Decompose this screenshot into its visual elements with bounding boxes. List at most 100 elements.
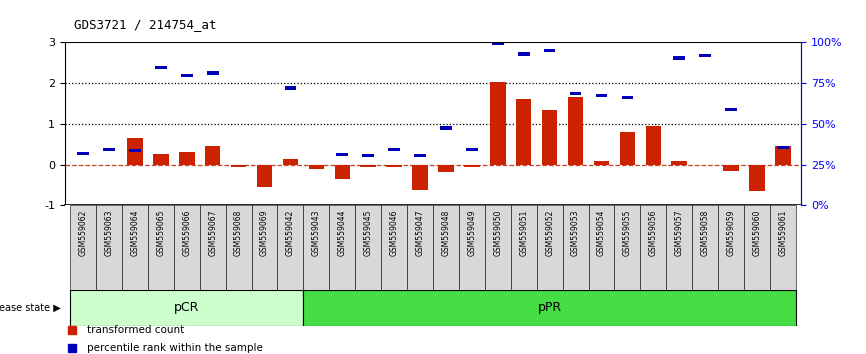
Bar — [777, 146, 789, 149]
Bar — [381, 205, 407, 290]
Bar — [544, 49, 555, 52]
Text: GSM559050: GSM559050 — [494, 210, 502, 256]
Text: GSM559057: GSM559057 — [675, 210, 684, 256]
Text: GSM559069: GSM559069 — [260, 210, 269, 256]
Text: GSM559061: GSM559061 — [779, 210, 787, 256]
Bar — [407, 205, 433, 290]
Bar — [155, 66, 166, 69]
Bar — [329, 205, 355, 290]
Text: GSM559062: GSM559062 — [79, 210, 87, 256]
Bar — [337, 153, 348, 156]
Text: GSM559067: GSM559067 — [208, 210, 217, 256]
Text: GSM559058: GSM559058 — [701, 210, 709, 256]
Bar — [308, 165, 324, 170]
Bar — [127, 138, 143, 165]
Bar — [77, 152, 89, 155]
Bar — [181, 74, 192, 78]
Bar — [570, 92, 581, 95]
Text: GDS3721 / 214754_at: GDS3721 / 214754_at — [74, 18, 216, 31]
Bar — [174, 205, 200, 290]
Bar — [207, 72, 218, 75]
Bar — [619, 132, 635, 165]
Text: GSM559066: GSM559066 — [182, 210, 191, 256]
Text: GSM559055: GSM559055 — [623, 210, 632, 256]
Bar — [334, 165, 350, 179]
Bar — [485, 205, 511, 290]
Bar — [459, 205, 485, 290]
Bar — [666, 205, 692, 290]
Text: pPR: pPR — [538, 302, 562, 314]
Text: GSM559064: GSM559064 — [131, 210, 139, 256]
Text: pCR: pCR — [174, 302, 199, 314]
Bar — [645, 126, 661, 165]
Bar — [122, 205, 148, 290]
Bar — [516, 99, 532, 165]
Text: GSM559063: GSM559063 — [105, 210, 113, 256]
Text: GSM559051: GSM559051 — [520, 210, 528, 256]
Bar — [70, 290, 303, 326]
Bar — [362, 154, 374, 157]
Bar — [70, 205, 96, 290]
Bar — [226, 205, 251, 290]
Bar — [129, 149, 141, 152]
Text: GSM559047: GSM559047 — [416, 210, 424, 256]
Text: GSM559043: GSM559043 — [312, 210, 321, 256]
Text: transformed count: transformed count — [87, 325, 184, 335]
Bar — [770, 205, 796, 290]
Bar — [589, 205, 615, 290]
Text: GSM559056: GSM559056 — [649, 210, 658, 256]
Bar — [723, 165, 739, 171]
Bar — [744, 205, 770, 290]
Bar — [355, 205, 381, 290]
Text: GSM559052: GSM559052 — [545, 210, 554, 256]
Text: GSM559054: GSM559054 — [597, 210, 606, 256]
Bar — [303, 205, 329, 290]
Bar — [231, 165, 247, 167]
Text: GSM559048: GSM559048 — [442, 210, 450, 256]
Text: GSM559053: GSM559053 — [571, 210, 580, 256]
Bar — [414, 154, 426, 157]
Bar — [718, 205, 744, 290]
Text: GSM559060: GSM559060 — [753, 210, 761, 256]
Text: GSM559059: GSM559059 — [727, 210, 735, 256]
Bar — [615, 205, 640, 290]
Bar — [700, 54, 711, 57]
Bar — [622, 96, 633, 99]
Bar — [674, 56, 685, 59]
Bar — [179, 153, 195, 165]
Bar — [518, 52, 529, 56]
Bar — [282, 159, 298, 165]
Bar — [412, 165, 428, 190]
Bar — [153, 154, 169, 165]
Bar — [200, 205, 226, 290]
Bar — [640, 205, 666, 290]
Text: disease state ▶: disease state ▶ — [0, 303, 61, 313]
Bar — [438, 165, 454, 172]
Bar — [725, 108, 737, 111]
Bar — [492, 42, 504, 45]
Bar — [285, 86, 296, 90]
Bar — [775, 146, 791, 165]
Bar — [537, 205, 563, 290]
Bar — [671, 161, 687, 165]
Bar — [466, 148, 478, 151]
Bar — [490, 82, 506, 165]
Bar — [440, 126, 452, 130]
Bar — [433, 205, 459, 290]
Bar — [96, 205, 122, 290]
Bar — [692, 205, 718, 290]
Bar — [568, 97, 584, 165]
Text: percentile rank within the sample: percentile rank within the sample — [87, 343, 263, 353]
Bar — [388, 148, 400, 151]
Bar — [205, 146, 221, 165]
Text: GSM559045: GSM559045 — [364, 210, 372, 256]
Bar — [251, 205, 277, 290]
Text: GSM559046: GSM559046 — [390, 210, 398, 256]
Bar — [749, 165, 765, 191]
Text: GSM559068: GSM559068 — [234, 210, 243, 256]
Bar — [256, 165, 272, 187]
Bar — [303, 290, 796, 326]
Bar — [511, 205, 537, 290]
Text: GSM559049: GSM559049 — [468, 210, 476, 256]
Text: GSM559042: GSM559042 — [286, 210, 295, 256]
